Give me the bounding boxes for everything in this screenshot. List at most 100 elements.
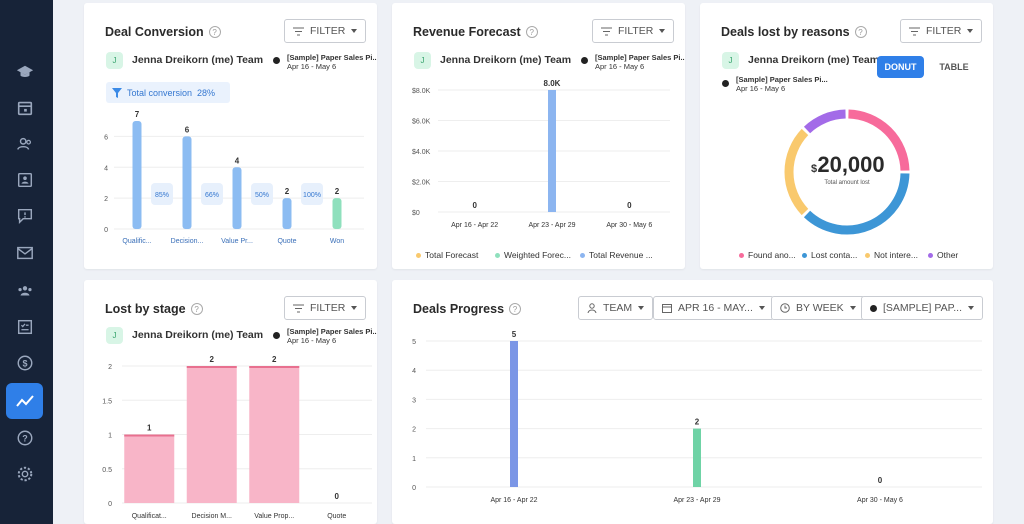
total-conversion-value: 28% [197, 87, 216, 98]
avatar: J [414, 52, 431, 69]
bar [132, 121, 142, 229]
contact-card-icon[interactable] [13, 168, 37, 192]
calendar-icon[interactable] [13, 96, 37, 120]
bar-value-label: 2 [210, 355, 215, 364]
conversion-rate-badge [151, 183, 173, 205]
chevron-down-icon [967, 306, 974, 310]
tasks-icon[interactable] [13, 315, 37, 339]
bar [249, 366, 300, 503]
help-icon[interactable]: ? [854, 26, 867, 38]
legend-label: Weighted Forec... [504, 250, 571, 260]
bar [124, 434, 175, 503]
sidebar: $ ? [0, 0, 53, 524]
help-icon[interactable]: ? [190, 303, 203, 315]
table-toggle-button[interactable]: TABLE [939, 62, 969, 72]
bar-value-label: 7 [135, 111, 140, 119]
chevron-down-icon [638, 306, 645, 310]
settings-icon[interactable] [13, 462, 37, 486]
pipeline-dot [870, 304, 877, 312]
deals-progress-chart: 0 1 2 3 4 5 5 Apr 16 - Apr 22 2 Apr 23 - Apr 29 0 A… [412, 330, 982, 504]
pipeline-dot [581, 57, 588, 64]
team-select[interactable]: TEAM [578, 296, 654, 320]
graduation-cap-icon[interactable] [13, 60, 37, 84]
pipeline-dot [273, 57, 280, 64]
y-tick-label: 1 [108, 433, 112, 440]
filter-button[interactable]: FILTER [284, 296, 367, 320]
y-tick-label: 0 [108, 501, 112, 508]
filter-button[interactable]: FILTER [284, 19, 367, 43]
bar [282, 198, 292, 229]
card-title: Deal Conversion ? [105, 25, 221, 39]
help-icon[interactable]: ? [13, 426, 37, 450]
card-title: Lost by stage ? [105, 302, 203, 316]
bar-value-label: 2 [335, 187, 340, 196]
donut-toggle-button[interactable]: DONUT [877, 56, 924, 78]
deal-conversion-chart: 0 2 4 6 7 Qualific... 85% 6 Decision... 66% 4 Value… [104, 111, 364, 245]
filter-lines-icon [909, 27, 920, 35]
mail-icon[interactable] [13, 241, 37, 265]
owner-label: Jenna Dreikorn (me) Team [132, 329, 264, 341]
bar-value-label: 0 [878, 476, 883, 485]
filter-lines-icon [293, 27, 304, 35]
currency-symbol: $ [811, 163, 817, 175]
conversion-rate-label: 85% [155, 192, 169, 199]
deal-conversion-card: Deal Conversion ? FILTER J Jenna Dreikor… [84, 3, 377, 269]
bar-value-label: 6 [185, 125, 190, 134]
bar [510, 341, 518, 487]
legend-label: Not intere... [874, 250, 918, 260]
legend-item[interactable]: Weighted Forec... [495, 250, 571, 260]
owner-label: Jenna Dreikorn (me) Team [748, 54, 878, 66]
insights-chart-icon[interactable] [6, 383, 43, 419]
y-tick-label: 1 [412, 456, 416, 463]
alert-message-icon[interactable] [13, 204, 37, 228]
legend-item[interactable]: Not intere... [865, 250, 918, 260]
x-tick-label: Apr 16 - Apr 22 [490, 497, 537, 504]
bar-value-label: 1 [147, 424, 152, 433]
donut-slice [784, 128, 809, 216]
x-tick-label: Quote [277, 238, 296, 245]
chevron-down-icon [351, 306, 358, 310]
legend-swatch [928, 252, 933, 258]
bar-value-label: 2 [285, 187, 290, 196]
conversion-rate-label: 100% [303, 192, 321, 199]
donut-slice [803, 173, 910, 235]
pipeline-select[interactable]: [SAMPLE] PAP... [861, 296, 983, 320]
contacts-icon[interactable] [13, 132, 37, 156]
filter-lines-icon [293, 304, 304, 312]
date-range: Apr 16 - May 6 [287, 336, 337, 345]
team-icon[interactable] [13, 279, 37, 303]
filter-button[interactable]: FILTER [592, 19, 675, 43]
dollar-icon[interactable]: $ [13, 351, 37, 375]
legend-item[interactable]: Found ano... [739, 250, 796, 260]
bar-top-edge [186, 366, 237, 368]
deal-conversion-title: Deal Conversion [105, 25, 204, 39]
date-range-select[interactable]: APR 16 - MAY... [653, 296, 774, 320]
y-tick-label: 4 [104, 165, 108, 172]
help-icon[interactable]: ? [525, 26, 538, 38]
funnel-icon [112, 87, 122, 98]
total-amount: 20,000 [817, 152, 884, 177]
bar-value-label: 2 [272, 355, 277, 364]
legend-item[interactable]: Other [928, 250, 958, 260]
date-range: Apr 16 - May 6 [287, 62, 337, 71]
y-tick-label: 0 [412, 485, 416, 492]
pipeline-info: [Sample] Paper Sales Pi... Apr 16 - May … [287, 53, 377, 71]
legend-item[interactable]: Lost conta... [802, 250, 857, 260]
date-range-select-label: APR 16 - MAY... [678, 302, 753, 314]
bar-top-edge [124, 434, 175, 437]
help-icon[interactable]: ? [208, 26, 221, 38]
card-title: Deals lost by reasons ? [721, 25, 867, 39]
filter-label: FILTER [926, 25, 962, 37]
revenue-forecast-chart: $0 $2.0K $4.0K $6.0K $8.0K 0 Apr 16 - Apr 22 8.… [412, 79, 670, 229]
chevron-down-icon [967, 29, 974, 33]
owner-label: Jenna Dreikorn (me) Team [440, 54, 572, 66]
legend-item[interactable]: Total Revenue ... [580, 250, 653, 260]
legend-swatch [580, 252, 585, 258]
total-conversion-label: Total conversion [127, 87, 193, 98]
interval-select[interactable]: BY WEEK [771, 296, 865, 320]
legend-item[interactable]: Total Forecast [416, 250, 478, 260]
x-tick-label: Quote [327, 513, 346, 520]
bar-value-label: 8.0K [544, 79, 561, 88]
help-icon[interactable]: ? [509, 303, 522, 315]
filter-button[interactable]: FILTER [900, 19, 983, 43]
